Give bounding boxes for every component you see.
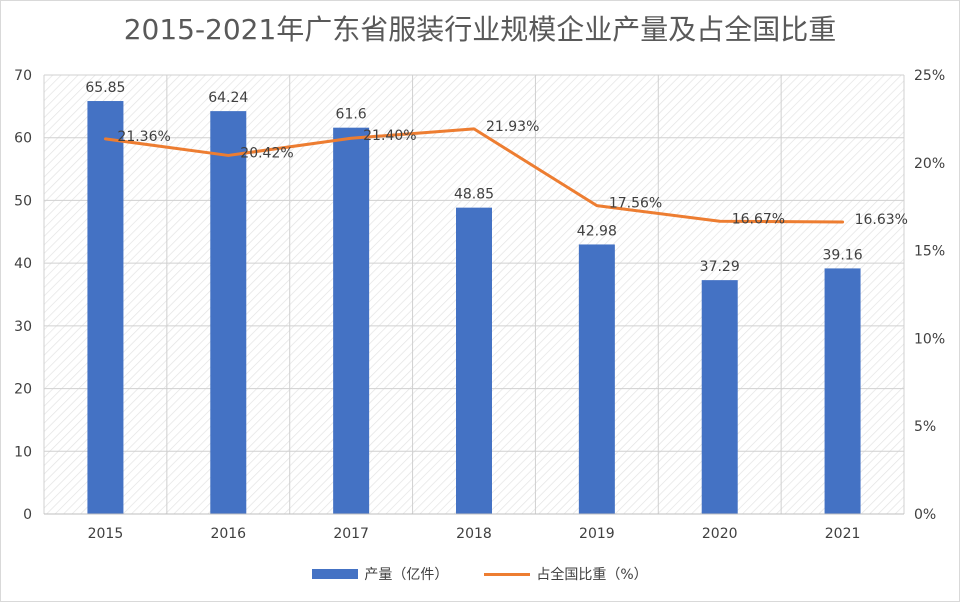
y-left-tick-label: 40 — [14, 256, 32, 272]
bar — [210, 111, 247, 515]
y-right-tick-label: 15% — [914, 244, 945, 260]
line-data-label: 21.40% — [363, 128, 416, 144]
bar-data-label: 65.85 — [85, 80, 125, 96]
legend-bar-label: 产量（亿件） — [364, 567, 449, 583]
bar — [578, 244, 615, 515]
y-right-tick-label: 25% — [914, 68, 945, 84]
bar-data-label: 39.16 — [823, 247, 863, 263]
bar — [701, 280, 738, 514]
bar-data-label: 48.85 — [454, 187, 494, 203]
line-data-label: 17.56% — [609, 196, 662, 212]
legend: 产量（亿件） 占全国比重（%） — [0, 564, 960, 584]
bar-data-label: 64.24 — [208, 90, 248, 106]
x-tick-label: 2017 — [333, 526, 369, 542]
y-left-tick-label: 60 — [14, 131, 32, 147]
y-left-tick-label: 20 — [14, 382, 32, 398]
y-left-tick-label: 30 — [14, 319, 32, 335]
legend-bar-swatch — [312, 569, 359, 579]
x-tick-label: 2019 — [579, 526, 615, 542]
y-left-tick-label: 10 — [14, 444, 32, 460]
line-data-label: 16.63% — [855, 212, 908, 228]
y-left-tick-label: 70 — [14, 68, 32, 84]
bar — [333, 127, 370, 515]
bar — [824, 268, 861, 514]
y-right-tick-label: 10% — [914, 331, 945, 347]
chart-title: 2015-2021年广东省服装行业规模企业产量及占全国比重 — [123, 13, 837, 46]
bar-data-label: 42.98 — [577, 223, 617, 239]
bar-data-label: 37.29 — [700, 259, 740, 275]
x-tick-label: 2015 — [88, 526, 124, 542]
y-left-tick-label: 0 — [23, 507, 32, 523]
legend-line-swatch — [484, 572, 531, 576]
legend-item-line: 占全国比重（%） — [484, 564, 648, 584]
line-series — [103, 127, 845, 224]
bar-data-label: 61.6 — [336, 107, 367, 123]
bar — [87, 101, 124, 514]
y-right-tick-label: 0% — [914, 507, 936, 523]
x-tick-label: 2021 — [825, 526, 861, 542]
line-data-label: 16.67% — [732, 211, 785, 227]
y-right-tick-label: 5% — [914, 419, 936, 435]
line-data-label: 21.36% — [117, 129, 170, 145]
x-tick-label: 2020 — [702, 526, 738, 542]
bar — [456, 207, 492, 514]
line-data-label: 20.42% — [240, 145, 293, 161]
x-tick-label: 2018 — [456, 526, 492, 542]
x-tick-label: 2016 — [210, 526, 246, 542]
legend-item-bar: 产量（亿件） — [312, 564, 448, 584]
y-right-tick-label: 20% — [914, 156, 945, 172]
line-data-label: 21.93% — [486, 119, 539, 135]
y-left-tick-label: 50 — [14, 193, 32, 209]
legend-line-label: 占全国比重（%） — [536, 567, 648, 583]
